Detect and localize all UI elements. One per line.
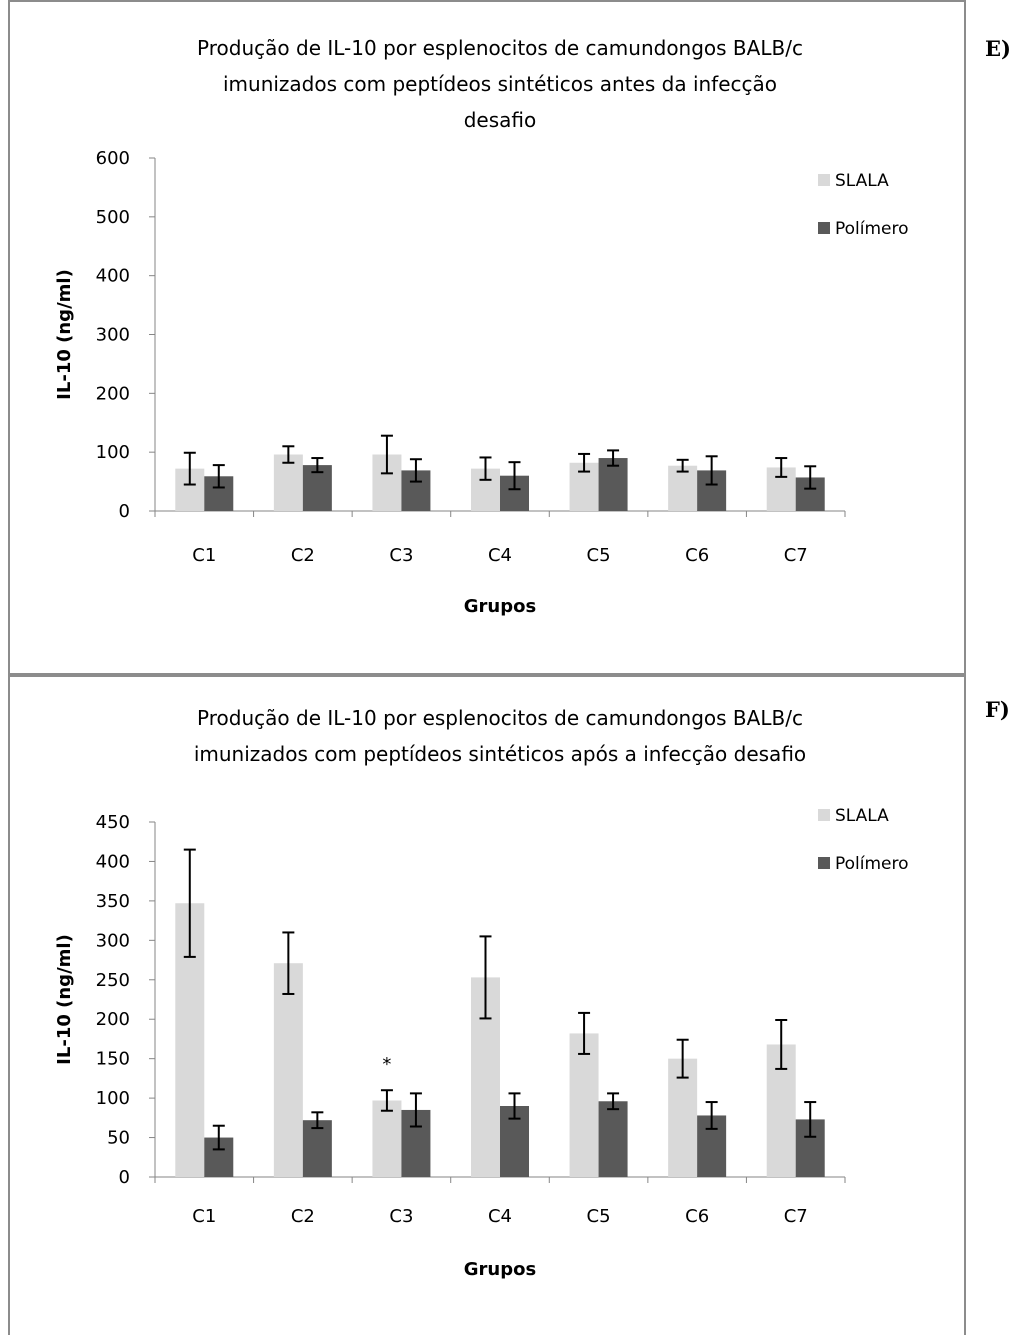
bar-slala	[372, 1100, 402, 1177]
x-axis-label: Grupos	[464, 1259, 536, 1280]
x-tick-label: C7	[784, 1206, 808, 1227]
y-tick-label: 500	[96, 207, 130, 228]
x-tick-label: C4	[488, 1206, 512, 1227]
x-tick-label: C2	[291, 1206, 315, 1227]
legend-swatch	[818, 174, 830, 186]
significance-marker: *	[382, 1054, 391, 1075]
legend-swatch	[818, 222, 830, 234]
legend-swatch	[818, 857, 830, 869]
chart-title-line: desafio	[464, 108, 537, 132]
bar-slala	[273, 963, 303, 1177]
y-tick-label: 300	[96, 930, 130, 951]
legend-label: Polímero	[835, 854, 909, 874]
legend-label: SLALA	[835, 806, 889, 826]
y-tick-label: 50	[107, 1128, 130, 1149]
x-tick-label: C5	[587, 545, 611, 566]
y-tick-label: 400	[96, 266, 130, 287]
chart-title-line: Produção de IL-10 por esplenocitos de ca…	[197, 706, 803, 730]
legend-label: Polímero	[835, 219, 909, 239]
bar-polimero	[598, 1101, 628, 1177]
x-tick-label: C6	[685, 1206, 709, 1227]
bar-slala	[273, 454, 303, 511]
y-tick-label: 300	[96, 325, 130, 346]
y-tick-label: 200	[96, 383, 130, 404]
chart-e: Produção de IL-10 por esplenocitos de ca…	[54, 36, 909, 617]
y-axis-label: IL-10 (ng/ml)	[54, 934, 75, 1065]
chart-title-line: imunizados com peptídeos sintéticos após…	[194, 742, 806, 766]
x-tick-label: C1	[192, 545, 216, 566]
panel-label-f: F)	[985, 697, 1010, 722]
x-tick-label: C7	[784, 545, 808, 566]
chart-title-line: imunizados com peptídeos sintéticos ante…	[223, 72, 777, 96]
legend-swatch	[818, 809, 830, 821]
x-tick-label: C3	[389, 1206, 413, 1227]
y-axis-label: IL-10 (ng/ml)	[54, 269, 75, 400]
chart-f: Produção de IL-10 por esplenocitos de ca…	[54, 706, 909, 1280]
panel-label-e: E)	[985, 36, 1011, 61]
x-tick-label: C5	[587, 1206, 611, 1227]
x-tick-label: C1	[192, 1206, 216, 1227]
bar-polimero	[598, 458, 628, 511]
x-tick-label: C3	[389, 545, 413, 566]
y-tick-label: 150	[96, 1049, 130, 1070]
bar-polimero	[302, 1120, 332, 1177]
chart-title-line: Produção de IL-10 por esplenocitos de ca…	[197, 36, 803, 60]
x-tick-label: C2	[291, 545, 315, 566]
chart-panel-e	[8, 0, 966, 675]
x-axis-label: Grupos	[464, 596, 536, 617]
y-tick-label: 450	[96, 812, 130, 833]
y-tick-label: 100	[96, 442, 130, 463]
y-tick-label: 0	[119, 501, 130, 522]
y-tick-label: 350	[96, 891, 130, 912]
y-tick-label: 400	[96, 851, 130, 872]
x-tick-label: C6	[685, 545, 709, 566]
legend-label: SLALA	[835, 171, 889, 191]
bar-slala	[668, 465, 698, 511]
y-tick-label: 600	[96, 148, 130, 169]
y-tick-label: 200	[96, 1009, 130, 1030]
y-tick-label: 0	[119, 1167, 130, 1188]
y-tick-label: 250	[96, 970, 130, 991]
bar-slala	[569, 1033, 599, 1177]
x-tick-label: C4	[488, 545, 512, 566]
y-tick-label: 100	[96, 1088, 130, 1109]
